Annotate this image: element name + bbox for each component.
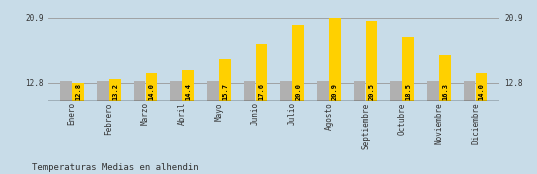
Bar — [439, 55, 451, 101]
Bar — [329, 18, 341, 101]
Text: 20.0: 20.0 — [295, 83, 301, 100]
Bar — [97, 81, 108, 101]
Bar — [354, 81, 365, 101]
Bar — [280, 81, 292, 101]
Text: 12.8: 12.8 — [75, 83, 81, 100]
Bar — [427, 81, 439, 101]
Text: Temperaturas Medias en alhendin: Temperaturas Medias en alhendin — [32, 163, 199, 172]
Text: 20.5: 20.5 — [368, 83, 375, 100]
Bar — [146, 73, 157, 101]
Bar — [207, 81, 219, 101]
Bar — [134, 81, 146, 101]
Text: 14.0: 14.0 — [149, 83, 155, 100]
Text: 13.2: 13.2 — [112, 83, 118, 100]
Bar — [390, 81, 402, 101]
Text: 17.6: 17.6 — [259, 83, 265, 100]
Bar — [476, 73, 488, 101]
Bar — [317, 81, 329, 101]
Bar — [402, 37, 414, 101]
Bar — [72, 83, 84, 101]
Text: 20.9: 20.9 — [332, 83, 338, 100]
Text: 14.4: 14.4 — [185, 83, 191, 100]
Bar — [109, 79, 121, 101]
Bar — [366, 21, 378, 101]
Bar — [60, 81, 72, 101]
Text: 16.3: 16.3 — [442, 83, 448, 100]
Bar — [170, 81, 182, 101]
Text: 14.0: 14.0 — [478, 83, 484, 100]
Bar — [256, 44, 267, 101]
Bar — [244, 81, 256, 101]
Text: 18.5: 18.5 — [405, 83, 411, 100]
Text: 15.7: 15.7 — [222, 83, 228, 100]
Bar — [219, 60, 231, 101]
Bar — [292, 25, 304, 101]
Bar — [183, 70, 194, 101]
Bar — [463, 81, 475, 101]
